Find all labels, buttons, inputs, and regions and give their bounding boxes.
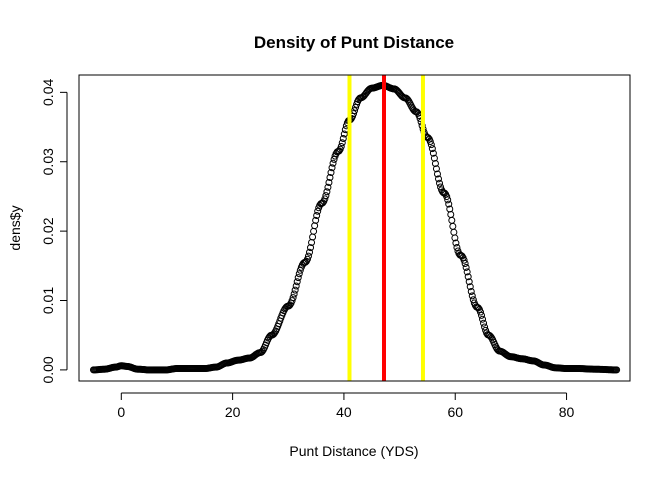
density-point [329,159,337,167]
density-point [426,137,434,145]
plot-frame [78,74,631,382]
chart-title: Density of Punt Distance [254,33,454,52]
density-point [323,188,331,196]
density-point [432,165,440,173]
density-point [613,366,621,374]
density-point [468,292,476,300]
density-point [321,195,329,203]
density-point [322,192,330,200]
density-point [433,170,441,178]
density-point [292,282,300,290]
density-point [436,179,444,187]
density-point [458,252,466,260]
density-point [295,270,303,278]
density-point [428,145,436,153]
density-point [327,169,335,177]
x-axis: 0 20 40 60 80 [117,392,575,420]
density-point [314,207,322,215]
density-point [447,211,455,219]
density-points [89,81,621,374]
density-point [413,108,421,116]
y-axis-label: dens$y [7,205,23,250]
density-point [290,290,298,298]
y-tick-label: 0.01 [40,287,56,314]
density-point [424,134,432,142]
density-point [480,319,488,327]
density-point [467,287,475,295]
density-point [289,294,297,302]
y-tick-label: 0.00 [40,356,56,383]
x-tick-label: 0 [117,404,125,420]
density-point [341,126,349,134]
density-point [351,107,359,115]
y-tick-label: 0.02 [40,217,56,244]
density-point [404,96,412,104]
density-point [441,189,449,197]
density-point [465,278,473,286]
density-point [312,216,320,224]
density-point [306,248,313,256]
density-point [288,297,296,305]
y-tick-label: 0.03 [40,148,56,175]
density-point [328,164,336,172]
density-point [307,244,315,252]
density-point [474,304,482,312]
x-tick-label: 80 [559,404,575,420]
density-point [450,228,458,236]
density-point [324,183,332,191]
density-point [258,347,266,355]
density-point [311,222,319,230]
density-point [309,233,317,241]
density-point [310,227,318,235]
density-point [466,283,474,291]
x-tick-label: 20 [225,404,241,420]
density-point [294,274,302,282]
density-point [429,149,437,157]
density-point [303,255,311,263]
x-tick-label: 60 [447,404,463,420]
density-point [340,130,348,138]
density-point [457,251,465,259]
density-point [478,311,485,319]
density-point [293,278,301,286]
density-point [451,234,459,242]
density-point [326,174,334,182]
y-tick-label: 0.04 [40,79,56,106]
density-point [427,141,435,149]
density-point [431,159,439,167]
density-point [339,135,347,143]
reference-lines [347,75,425,381]
density-point [313,211,321,219]
density-point [487,333,495,341]
density-point [479,315,487,323]
density-point [445,200,453,208]
density-point [337,142,345,150]
density-point [448,216,456,224]
density-point [476,308,484,316]
x-tick-label: 40 [336,404,352,420]
density-point [461,260,469,268]
y-axis: 0.00 0.01 0.02 0.03 0.04 [40,79,68,384]
density-point [286,301,294,309]
density-point [319,199,327,207]
x-axis-label: Punt Distance (YDS) [289,443,418,459]
density-point [335,147,343,155]
density-point [338,139,346,147]
density-point [464,273,472,281]
density-point [304,252,312,260]
density-point [460,256,468,264]
density-point [453,243,461,251]
density-point [463,268,471,276]
density-point [444,196,452,204]
density-point [443,193,451,201]
density-point [449,222,457,230]
density-point [462,263,470,271]
density-point [291,286,299,294]
density-point [452,239,460,247]
density-point [481,323,489,331]
density-point [430,154,438,162]
density-point [435,175,442,183]
density-point [325,179,333,187]
